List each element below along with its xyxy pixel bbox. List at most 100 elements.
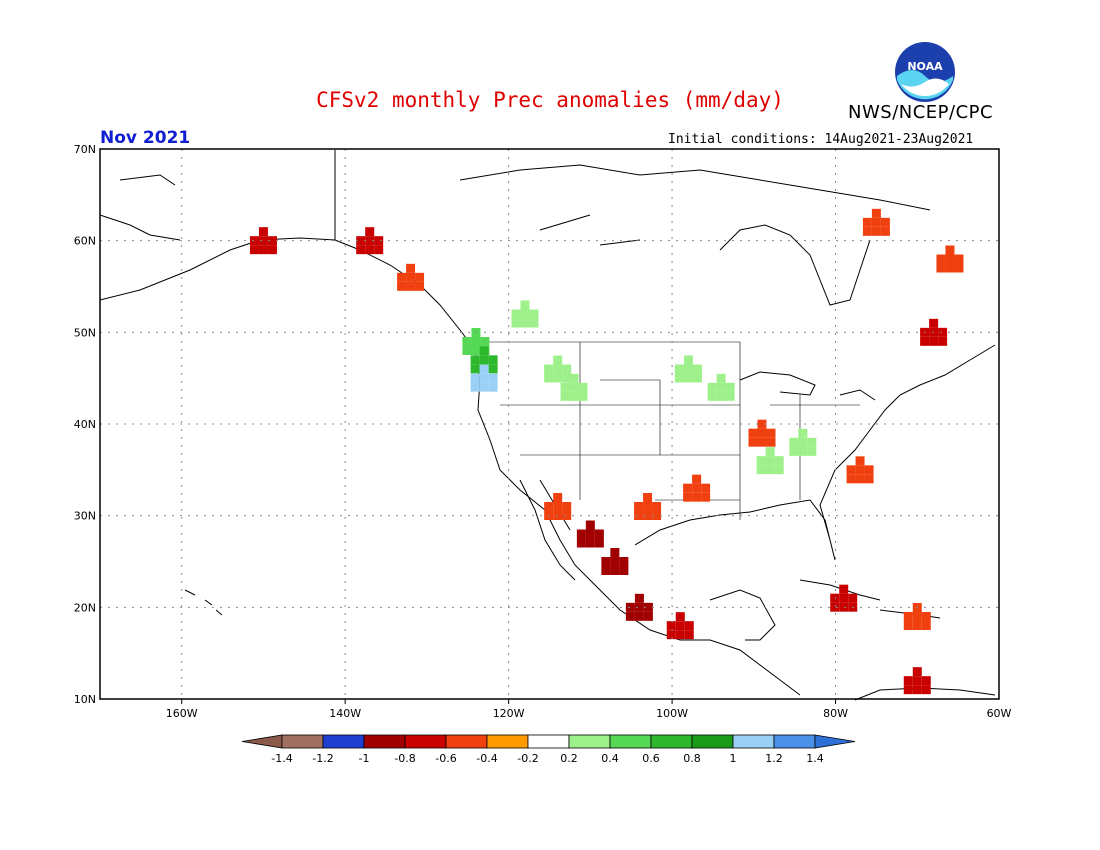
anomaly-cell	[756, 465, 766, 475]
anomaly-cell	[862, 226, 872, 236]
svg-text:NOAA: NOAA	[907, 60, 943, 73]
anomaly-cell	[462, 337, 472, 346]
colorbar-segment	[773, 734, 816, 749]
anomaly-cell	[675, 630, 685, 640]
colorbar-label: 0.8	[683, 752, 701, 765]
anomaly-cell	[553, 355, 563, 365]
anomaly-cell	[765, 447, 775, 457]
anomaly-cell	[652, 511, 662, 520]
longitude-tick-label: 60W	[987, 707, 1012, 720]
anomaly-cell	[553, 364, 563, 374]
anomaly-cell	[921, 621, 931, 630]
anomaly-cell	[692, 364, 702, 374]
anomaly-cell	[848, 593, 858, 603]
anomaly-cell	[912, 685, 922, 695]
anomaly-cell	[855, 474, 865, 484]
anomaly-cell	[520, 300, 530, 310]
anomaly-cell	[601, 557, 611, 566]
colorbar-segment	[445, 734, 488, 749]
anomaly-cell	[789, 446, 799, 456]
anomaly-cell	[748, 437, 758, 447]
colorbar: -1.4 -1.2 -1 -0.8 -0.6 -0.4 -0.2 0.2 0.4 0.6 0.8 1 1…	[241, 734, 856, 765]
latitude-tick-label: 30N	[74, 510, 96, 523]
colorbar-segment	[650, 734, 693, 749]
anomaly-cell	[356, 236, 366, 246]
anomaly-cell	[684, 630, 694, 640]
anomaly-cell	[569, 382, 579, 392]
anomaly-cell	[692, 492, 702, 502]
anomaly-cell	[798, 428, 808, 438]
anomaly-cell	[871, 226, 881, 236]
anomaly-cell	[757, 419, 767, 429]
anomaly-cell	[480, 337, 490, 346]
anomaly-cell	[643, 511, 653, 520]
anomaly-cell	[936, 263, 946, 273]
anomaly-cell	[529, 318, 539, 328]
anomaly-cell	[929, 336, 939, 346]
latitude-labels: 70N 60N 50N 40N 30N 20N 10N	[74, 143, 96, 706]
anomaly-cell	[634, 611, 644, 621]
latitude-tick-label: 10N	[74, 693, 96, 706]
anomaly-cell	[406, 281, 416, 291]
anomaly-cell	[871, 208, 881, 218]
anomaly-cell	[569, 391, 579, 401]
anomaly-cell	[683, 355, 693, 365]
colorbar-segment	[363, 734, 406, 749]
anomaly-cell	[258, 227, 268, 237]
anomaly-cell	[634, 511, 644, 520]
colorbar-segment	[527, 734, 570, 749]
longitude-labels: 160W 140W 120W 100W 80W 60W	[166, 707, 1012, 720]
longitude-tick-label: 80W	[823, 707, 848, 720]
longitude-tick-label: 120W	[493, 707, 525, 720]
anomaly-cell	[929, 318, 939, 328]
anomaly-cell	[594, 538, 604, 548]
anomaly-cell	[471, 337, 481, 346]
anomaly-cell	[798, 446, 808, 456]
colorbar-label: 0.4	[601, 752, 619, 765]
latitude-tick-label: 20N	[74, 601, 96, 614]
latitude-tick-label: 50N	[74, 326, 96, 339]
anomaly-cell	[585, 529, 595, 539]
anomaly-cell	[725, 391, 735, 401]
anomaly-cell	[864, 465, 874, 475]
anomaly-cell	[634, 593, 644, 603]
anomaly-cells	[249, 208, 964, 695]
anomaly-cell	[912, 667, 922, 677]
anomaly-cell	[585, 538, 595, 548]
anomaly-cell	[356, 245, 366, 255]
anomaly-cell	[471, 346, 481, 355]
colorbar-label: -1	[359, 752, 370, 765]
anomaly-cell	[610, 557, 620, 566]
anomaly-cell	[529, 309, 539, 319]
anomaly-cell	[774, 465, 784, 475]
anomaly-cell	[560, 382, 570, 392]
anomaly-cell	[634, 502, 644, 511]
colorbar-arrow-high	[814, 734, 856, 749]
anomaly-cell	[903, 685, 913, 695]
anomaly-cell	[585, 520, 595, 530]
anomaly-cell	[520, 309, 530, 319]
anomaly-cell	[701, 483, 711, 493]
anomaly-cell	[725, 382, 735, 392]
anomaly-cell	[578, 382, 588, 392]
anomaly-cell	[643, 502, 653, 511]
colorbar-segment	[281, 734, 324, 749]
colorbar-label: -1.2	[312, 752, 333, 765]
colorbar-segment	[609, 734, 652, 749]
anomaly-cell	[462, 346, 472, 355]
anomaly-cell	[912, 621, 922, 630]
anomaly-cell	[610, 566, 620, 575]
anomaly-cell	[666, 621, 676, 631]
map-frame	[99, 148, 1000, 700]
colorbar-label: -1.4	[271, 752, 292, 765]
anomaly-cell	[807, 446, 817, 456]
longitude-tick-label: 160W	[166, 707, 198, 720]
anomaly-cell	[544, 373, 554, 383]
anomaly-cell	[692, 483, 702, 493]
anomaly-cell	[406, 263, 416, 273]
anomaly-cell	[675, 612, 685, 622]
anomaly-cell	[921, 612, 931, 621]
anomaly-cell	[807, 437, 817, 447]
anomaly-cell	[945, 263, 955, 273]
